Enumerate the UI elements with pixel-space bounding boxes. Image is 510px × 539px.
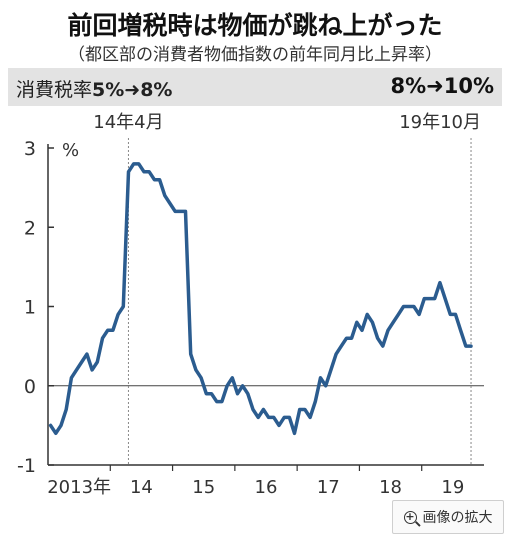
tax-rate-left: 消費税率5%➜8% (16, 75, 172, 102)
y-tick-label: 3 (24, 138, 36, 160)
y-tick-label: 2 (24, 217, 36, 239)
x-tick-label: 14 (130, 477, 153, 498)
tax-rate-second-change: 8%➜10% (390, 74, 494, 98)
y-tick-label: 1 (24, 297, 36, 319)
x-tick-label: 16 (255, 477, 278, 498)
zoom-image-label: 画像の拡大 (422, 510, 493, 526)
tax-rate-label: 消費税率 (16, 79, 93, 101)
chart-subtitle: （都区部の消費者物価指数の前年同月比上昇率） (68, 45, 442, 65)
zoom-in-icon: + (403, 509, 417, 524)
x-tick-label: 15 (192, 477, 215, 498)
cpi-series-line (48, 162, 473, 436)
annotation-label: 19年10月 (399, 112, 481, 133)
tax-rate-first-change: 5%➜8% (92, 79, 173, 101)
cpi-line-chart: -1 0 1 2 3 % 2013年 14 15 16 17 18 19 14年4月 19年10月 (17, 112, 484, 498)
x-tick-label: 17 (317, 477, 340, 498)
x-tick-label: 19 (441, 477, 464, 498)
chart-title: 前回増税時は物価が跳ね上がった (67, 11, 443, 40)
annotation-label: 14年4月 (93, 112, 163, 133)
y-tick-label: 0 (24, 376, 36, 398)
x-tick-label: 18 (379, 477, 402, 498)
y-tick-label: -1 (17, 455, 36, 477)
x-tick-label: 2013年 (47, 477, 111, 498)
zoom-image-button[interactable]: + 画像の拡大 (392, 500, 504, 534)
y-axis-unit: % (62, 140, 79, 161)
tax-rate-band: 消費税率5%➜8% 8%➜10% (8, 68, 502, 106)
